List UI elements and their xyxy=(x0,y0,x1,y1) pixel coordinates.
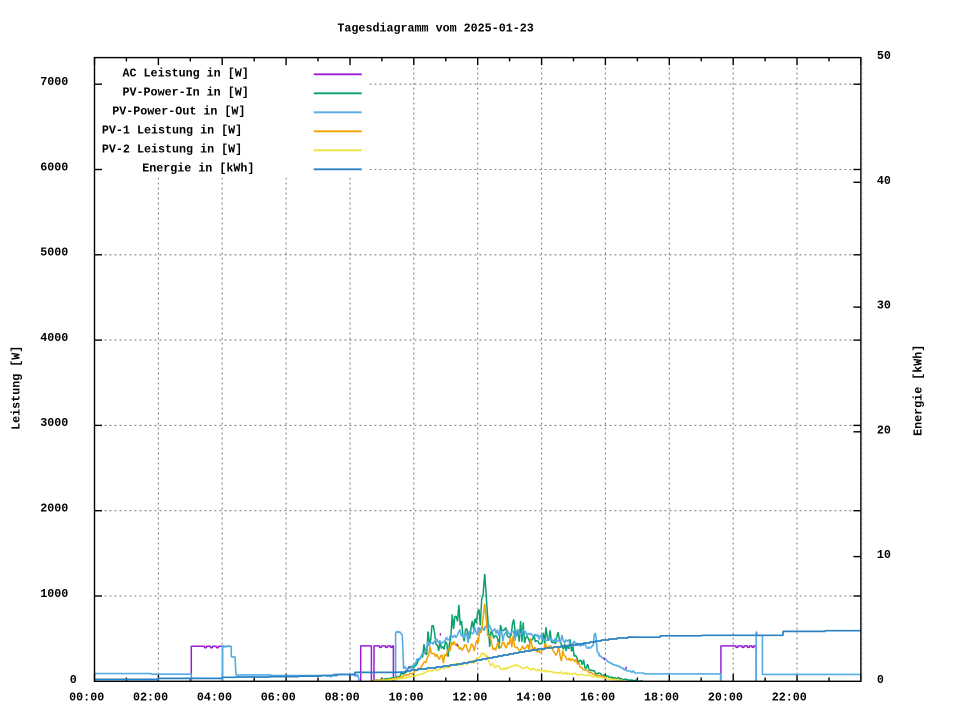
svg-text:40: 40 xyxy=(877,174,891,188)
svg-text:18:00: 18:00 xyxy=(644,690,679,704)
svg-text:2000: 2000 xyxy=(40,502,68,516)
svg-text:06:00: 06:00 xyxy=(261,690,296,704)
svg-text:3000: 3000 xyxy=(40,416,68,430)
svg-text:Leistung [W]: Leistung [W] xyxy=(10,346,24,430)
svg-text:5000: 5000 xyxy=(40,246,68,260)
svg-text:AC Leistung in [W]: AC Leistung in [W] xyxy=(123,66,249,80)
svg-text:0: 0 xyxy=(70,673,77,687)
svg-text:16:00: 16:00 xyxy=(580,690,615,704)
svg-text:PV-Power-Out in [W]: PV-Power-Out in [W] xyxy=(112,104,245,118)
svg-text:PV-Power-In in [W]: PV-Power-In in [W] xyxy=(123,85,249,99)
svg-text:6000: 6000 xyxy=(40,160,68,174)
svg-text:50: 50 xyxy=(877,49,891,63)
svg-text:20: 20 xyxy=(877,423,891,437)
svg-text:14:00: 14:00 xyxy=(516,690,551,704)
svg-text:7000: 7000 xyxy=(40,75,68,89)
svg-text:04:00: 04:00 xyxy=(197,690,232,704)
svg-text:30: 30 xyxy=(877,299,891,313)
svg-text:PV-1 Leistung in [W]: PV-1 Leistung in [W] xyxy=(102,123,242,137)
svg-text:00:00: 00:00 xyxy=(69,690,104,704)
svg-text:20:00: 20:00 xyxy=(708,690,743,704)
svg-text:02:00: 02:00 xyxy=(133,690,168,704)
svg-text:Energie in [kWh]: Energie in [kWh] xyxy=(142,161,254,175)
svg-text:Energie [kWh]: Energie [kWh] xyxy=(912,345,926,436)
svg-text:22:00: 22:00 xyxy=(772,690,807,704)
svg-text:1000: 1000 xyxy=(40,587,68,601)
svg-text:08:00: 08:00 xyxy=(325,690,360,704)
svg-text:0: 0 xyxy=(877,673,884,687)
svg-text:4000: 4000 xyxy=(40,331,68,345)
svg-text:12:00: 12:00 xyxy=(452,690,487,704)
svg-text:10: 10 xyxy=(877,548,891,562)
svg-text:PV-2 Leistung in [W]: PV-2 Leistung in [W] xyxy=(102,142,242,156)
svg-text:Tagesdiagramm vom 2025-01-23: Tagesdiagramm vom 2025-01-23 xyxy=(337,21,533,35)
svg-text:10:00: 10:00 xyxy=(388,690,423,704)
